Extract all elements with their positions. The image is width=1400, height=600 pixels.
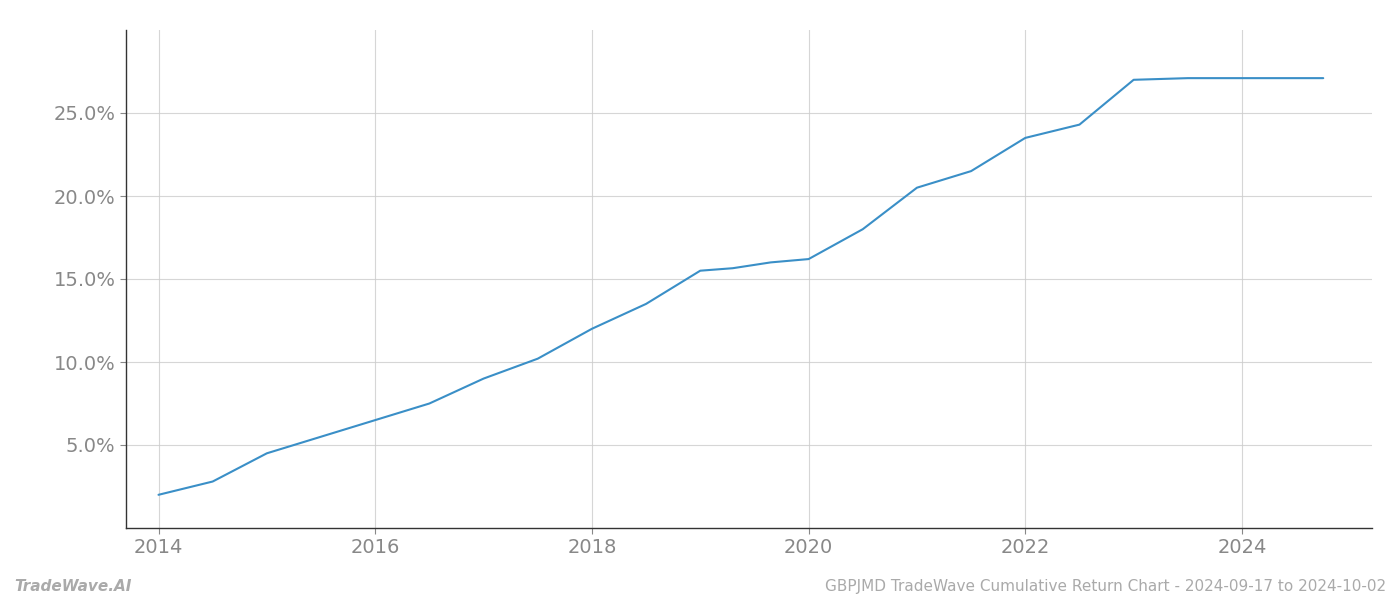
Text: GBPJMD TradeWave Cumulative Return Chart - 2024-09-17 to 2024-10-02: GBPJMD TradeWave Cumulative Return Chart… (825, 579, 1386, 594)
Text: TradeWave.AI: TradeWave.AI (14, 579, 132, 594)
